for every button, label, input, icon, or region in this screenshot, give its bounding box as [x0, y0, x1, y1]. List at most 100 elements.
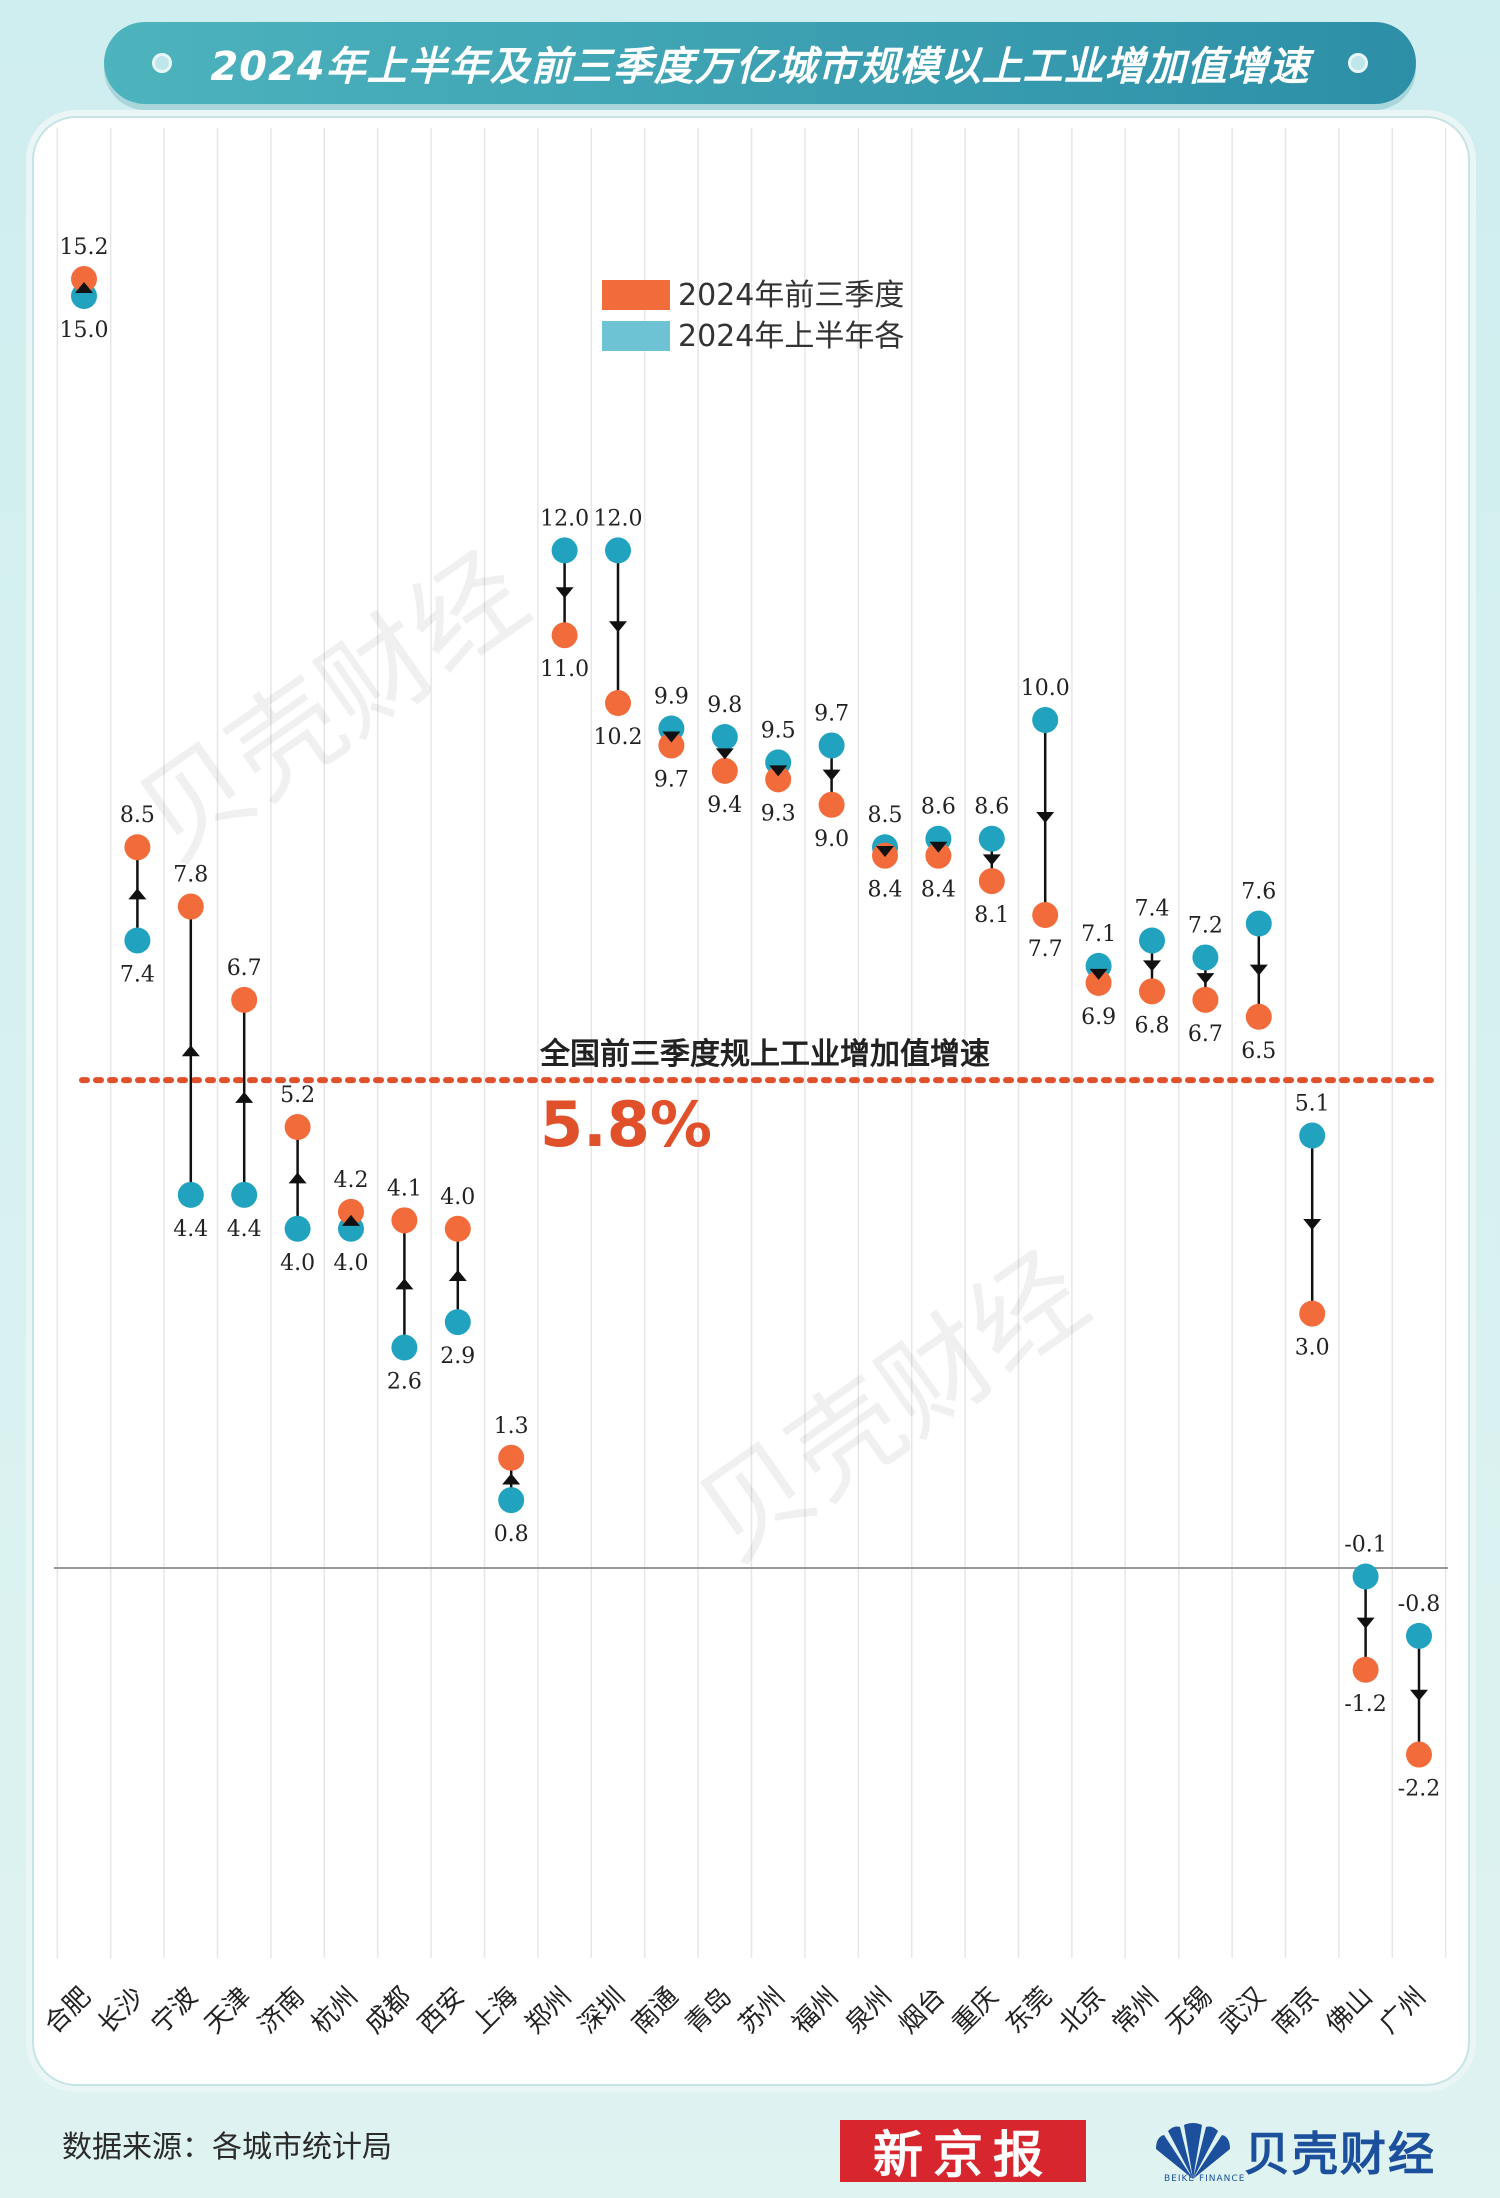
dot-q3	[338, 1198, 364, 1225]
watermark-text: 贝壳财经	[675, 1228, 1109, 1585]
data-source-note: 数据来源：各城市统计局	[62, 2130, 392, 2165]
dumbbell-东莞: 10.0 7.7	[1021, 676, 1070, 962]
dumbbell-南通: 9.9 9.7	[654, 684, 689, 792]
value-label-bottom: -1.2	[1344, 1692, 1386, 1717]
value-label-top: 15.2	[60, 235, 109, 260]
dot-q3	[978, 868, 1005, 895]
arrow-down-icon	[715, 748, 734, 760]
dot-q3	[444, 1215, 471, 1242]
arrow-up-icon	[181, 1045, 200, 1057]
dot-q3	[1352, 1656, 1379, 1683]
dumbbell-济南: 5.2 4.0	[280, 1083, 315, 1276]
dumbbell-苏州: 9.5 9.3	[761, 718, 796, 826]
x-tick-label: 重庆	[947, 1982, 1005, 2040]
dot-h1	[498, 1487, 525, 1514]
arrow-up-icon	[395, 1278, 414, 1290]
xinjingbao-logo: 新京报	[840, 2120, 1086, 2184]
arrow-down-icon	[929, 841, 948, 853]
value-label-bottom: 4.0	[334, 1251, 369, 1276]
value-label-top: 4.0	[440, 1185, 475, 1210]
dumbbell-郑州: 12.0 11.0	[540, 506, 589, 682]
dumbbell-南京: 5.1 3.0	[1295, 1092, 1330, 1361]
value-label-bottom: 8.1	[974, 903, 1009, 928]
dumbbell-宁波: 7.8 4.4	[173, 863, 208, 1242]
value-label-bottom: 6.9	[1081, 1005, 1116, 1030]
dot-h1	[1406, 1622, 1432, 1649]
arrow-down-icon	[1356, 1617, 1375, 1629]
dot-h1	[124, 927, 151, 954]
dot-h1	[1032, 707, 1059, 733]
value-label-top: 1.3	[494, 1414, 529, 1439]
value-label-bottom: 9.7	[654, 767, 689, 792]
x-tick-label: 武汉	[1214, 1982, 1272, 2040]
x-tick-label: 上海	[466, 1982, 524, 2040]
value-label-bottom: 15.0	[60, 318, 109, 343]
dumbbell-上海: 1.3 0.8	[494, 1414, 529, 1547]
arrow-up-icon	[342, 1214, 360, 1226]
arrow-down-icon	[876, 845, 894, 857]
title-dot-right	[1348, 53, 1368, 73]
arrow-up-icon	[128, 888, 147, 900]
legend-label-q3: 2024年前三季度	[678, 278, 904, 313]
dot-q3	[711, 757, 738, 784]
value-label-bottom: 6.8	[1135, 1013, 1170, 1038]
dumbbell-烟台: 8.6 8.4	[921, 795, 956, 903]
dot-q3	[1139, 978, 1165, 1005]
arrow-down-icon	[1143, 960, 1161, 972]
dot-q3	[177, 893, 204, 920]
legend-label-h1: 2024年上半年各	[678, 319, 904, 354]
value-label-top: 8.5	[868, 803, 903, 828]
arrow-up-icon	[288, 1172, 307, 1184]
dot-q3	[124, 834, 151, 861]
dumbbell-杭州: 4.2 4.0	[334, 1168, 369, 1276]
value-label-bottom: 4.4	[173, 1217, 208, 1242]
value-label-bottom: 9.0	[814, 827, 849, 852]
x-tick-label: 无锡	[1160, 1982, 1218, 2040]
dumbbell-泉州: 8.5 8.4	[868, 803, 903, 902]
arrow-up-icon	[75, 282, 93, 294]
x-tick-label: 南通	[626, 1982, 684, 2040]
legend: 2024年前三季度 2024年上半年各	[602, 278, 904, 354]
x-tick-label: 福州	[787, 1982, 845, 2040]
value-label-top: 9.8	[707, 693, 742, 718]
value-label-top: 12.0	[594, 506, 643, 531]
dot-h1	[551, 537, 578, 564]
value-label-top: 9.7	[814, 701, 849, 726]
value-label-bottom: 9.3	[761, 801, 796, 826]
arrow-down-icon	[609, 621, 627, 633]
dot-q3	[284, 1114, 311, 1141]
value-label-bottom: -2.2	[1398, 1777, 1440, 1802]
value-label-top: 8.6	[974, 795, 1009, 820]
dot-h1	[391, 1334, 418, 1361]
value-label-top: 5.2	[280, 1083, 315, 1108]
value-label-bottom: 7.7	[1028, 937, 1063, 962]
value-label-top: -0.1	[1344, 1532, 1386, 1557]
beike-finance-logo: 贝壳财经 BEIKE FINANCE	[1150, 2116, 1436, 2186]
x-tick-label: 苏州	[733, 1982, 791, 2040]
value-label-bottom: 2.9	[440, 1344, 475, 1369]
dumbbell-佛山: -0.1 -1.2	[1344, 1532, 1386, 1716]
dot-h1	[231, 1181, 258, 1208]
value-label-top: 4.1	[387, 1176, 422, 1201]
dot-q3	[658, 732, 685, 759]
dumbbell-深圳: 12.0 10.2	[594, 506, 643, 750]
x-tick-label: 宁波	[146, 1982, 204, 2040]
x-tick-label: 北京	[1054, 1982, 1112, 2040]
dot-q3	[925, 842, 952, 869]
dot-q3	[818, 791, 845, 818]
grid-lines	[56, 128, 1447, 1958]
dumbbell-广州: -0.8 -2.2	[1398, 1592, 1440, 1802]
dot-h1	[605, 537, 631, 564]
value-label-top: 6.7	[227, 956, 262, 981]
dot-q3	[231, 986, 258, 1013]
title-dot-left	[152, 53, 172, 73]
value-label-bottom: 7.4	[120, 962, 155, 987]
dot-h1	[1352, 1563, 1379, 1590]
dot-q3	[1299, 1300, 1326, 1327]
value-label-bottom: 4.0	[280, 1251, 315, 1276]
reference-line: 全国前三季度规上工业增加值增速 5.8%	[79, 1037, 1437, 1161]
x-tick-label: 南京	[1267, 1982, 1325, 2040]
dumbbell-长沙: 8.5 7.4	[120, 803, 155, 987]
x-tick-label: 天津	[199, 1982, 257, 2040]
x-tick-label: 济南	[253, 1982, 311, 2040]
